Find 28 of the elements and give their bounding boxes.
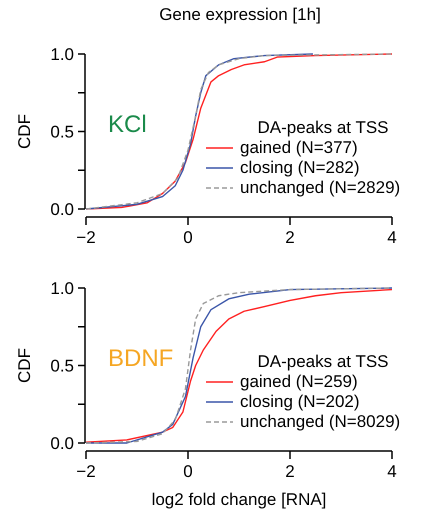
legend-label: unchanged (N=8029) [240, 412, 400, 431]
y-tick-label: 1.0 [50, 44, 74, 64]
x-tick-label: −2 [76, 462, 96, 481]
legend-label: closing (N=202) [240, 392, 360, 411]
y-tick-label: 1.0 [50, 278, 74, 298]
chart-title: Gene expression [1h] [159, 5, 321, 24]
legend-title: DA-peaks at TSS [257, 118, 389, 137]
x-tick-label: 2 [285, 462, 295, 481]
x-tick-label: 4 [387, 228, 397, 247]
y-tick-label: 0.5 [50, 122, 74, 142]
legend-label: closing (N=282) [240, 158, 360, 177]
y-axis-title: CDF [15, 348, 34, 383]
legend-label: unchanged (N=2829) [240, 178, 400, 197]
legend-title: DA-peaks at TSS [257, 352, 389, 371]
x-axis-title: log2 fold change [RNA] [152, 490, 326, 509]
x-tick-label: 0 [183, 228, 193, 247]
y-tick-label: 0.5 [50, 356, 74, 376]
x-tick-label: −2 [76, 228, 96, 247]
annotation: BDNF [108, 345, 174, 372]
x-tick-label: 0 [183, 462, 193, 481]
legend-label: gained (N=377) [240, 138, 358, 157]
y-axis-title: CDF [15, 114, 34, 149]
x-tick-label: 2 [285, 228, 295, 247]
y-tick-label: 0.0 [50, 434, 74, 453]
y-tick-label: 0.0 [50, 200, 74, 219]
annotation: KCl [108, 111, 147, 138]
x-tick-label: 4 [387, 462, 397, 481]
legend-label: gained (N=259) [240, 372, 358, 391]
